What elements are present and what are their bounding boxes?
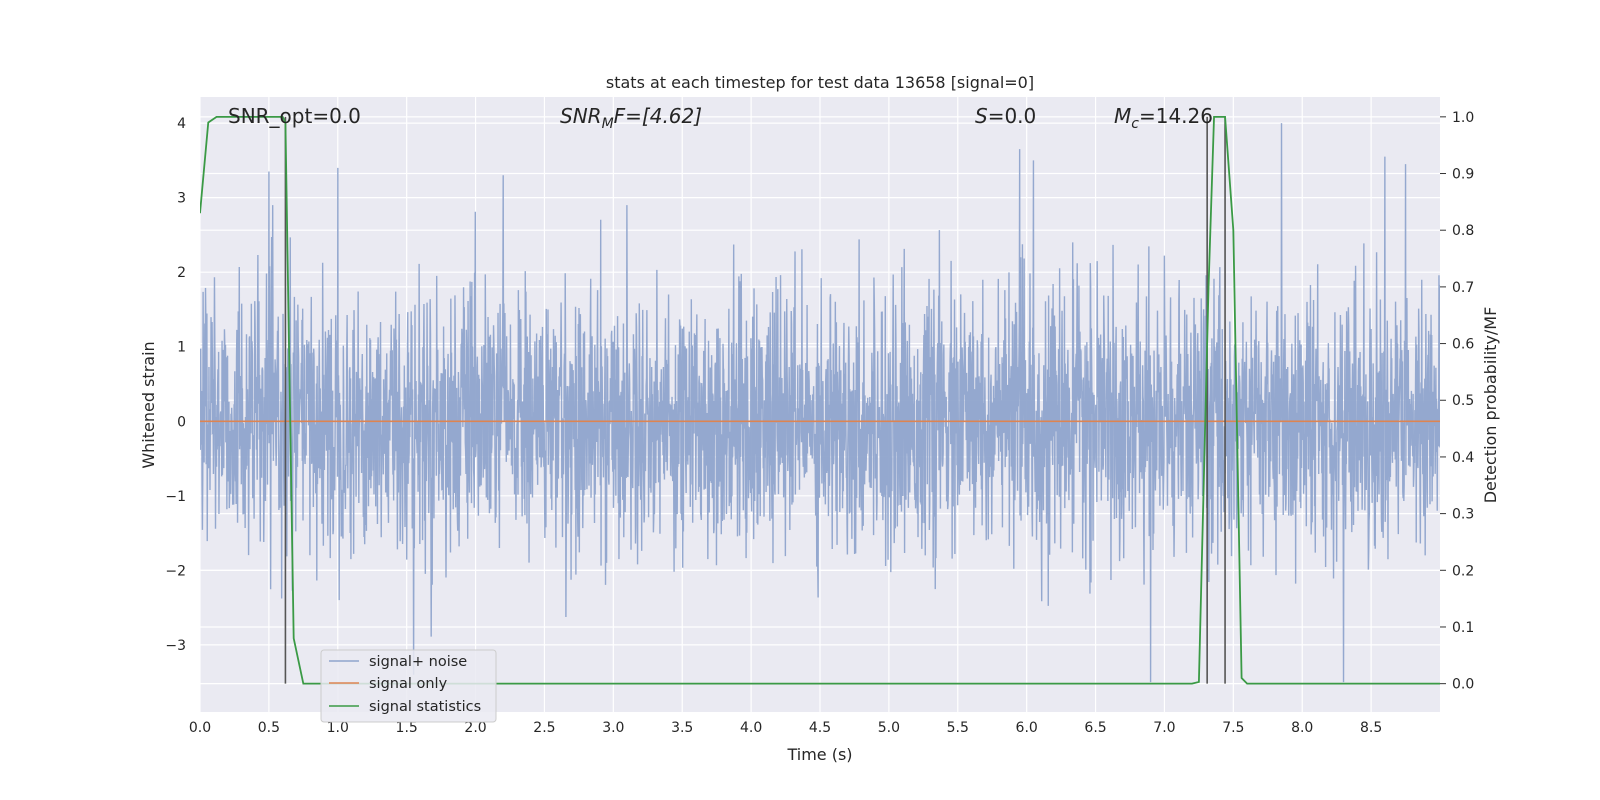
annotation-mc: Mc=14.26 — [1114, 104, 1213, 132]
legend-label-signal-only: signal only — [369, 676, 448, 692]
y2-tick-label: 1.0 — [1452, 110, 1474, 126]
y2-tick-label: 0.0 — [1452, 677, 1474, 693]
y-axis-label: Whitened strain — [139, 341, 158, 468]
y2-tick-label: 0.5 — [1452, 393, 1474, 409]
x-tick-labels: 0.0 0.5 1.0 1.5 2.0 2.5 3.0 3.5 4.0 4.5 5.0 5.5 6.0 6… — [189, 720, 1382, 736]
y-tick-label: 4 — [177, 116, 186, 132]
y2-tick-label: 0.7 — [1452, 280, 1474, 296]
y2-tick-labels: 0.0 0.1 0.2 0.3 0.4 0.5 0.6 0.7 0.8 0.9 1.0 — [1440, 110, 1474, 693]
x-tick-label: 8.5 — [1360, 720, 1382, 736]
y2-tick-label: 0.1 — [1452, 620, 1474, 636]
annotation-snr-mf-suffix: F=[4.62] — [614, 104, 702, 128]
annotation-snr-opt: SNR_opt=0.0 — [228, 104, 361, 128]
legend-label-signal-noise: signal+ noise — [369, 654, 467, 670]
x-tick-label: 5.5 — [947, 720, 969, 736]
annotation-mc-value: =14.26 — [1139, 104, 1213, 128]
x-tick-label: 8.0 — [1291, 720, 1313, 736]
series-signal-statistics-line — [200, 115, 1440, 685]
y2-tick-label: 0.9 — [1452, 167, 1474, 183]
x-tick-label: 2.0 — [464, 720, 486, 736]
y2-tick-label: 0.3 — [1452, 507, 1474, 523]
annotation-s-value: =0.0 — [988, 104, 1037, 128]
series-signal-noise-line — [200, 123, 1440, 683]
annotation-snr-mf: SNRMF=[4.62] — [560, 104, 702, 132]
y-tick-label: 0 — [177, 414, 186, 430]
x-tick-label: 3.5 — [671, 720, 693, 736]
chart-title: stats at each timestep for test data 136… — [606, 73, 1034, 92]
annotation-mc-var: M — [1114, 104, 1131, 128]
x-axis-label: Time (s) — [786, 745, 852, 764]
x-tick-label: 0.5 — [258, 720, 280, 736]
x-tick-label: 6.0 — [1016, 720, 1038, 736]
y-tick-label: −1 — [165, 489, 186, 505]
x-tick-label: 2.5 — [533, 720, 555, 736]
y-tick-label: 2 — [177, 265, 186, 281]
y-tick-label: 1 — [177, 340, 186, 356]
annotation-s: S=0.0 — [975, 104, 1036, 128]
y2-axis-label: Detection probability/MF — [1481, 307, 1500, 504]
x-tick-label: 1.0 — [327, 720, 349, 736]
y2-tick-label: 0.2 — [1452, 563, 1474, 579]
annotation-s-var: S — [975, 104, 988, 128]
y-tick-label: −2 — [165, 563, 186, 579]
y2-tick-label: 0.6 — [1452, 337, 1474, 353]
y2-tick-label: 0.8 — [1452, 223, 1474, 239]
legend-label-signal-statistics: signal statistics — [369, 699, 481, 715]
y-tick-labels: −3 −2 −1 0 1 2 3 4 — [165, 116, 186, 654]
series-layer — [200, 115, 1440, 685]
x-tick-label: 7.0 — [1153, 720, 1175, 736]
x-tick-label: 7.5 — [1222, 720, 1244, 736]
x-tick-label: 3.0 — [602, 720, 624, 736]
x-tick-label: 0.0 — [189, 720, 211, 736]
y-tick-label: 3 — [177, 191, 186, 207]
x-tick-label: 1.5 — [396, 720, 418, 736]
y2-tick-label: 0.4 — [1452, 450, 1474, 466]
legend: signal+ noise signal only signal statist… — [320, 649, 497, 723]
legend-box — [320, 649, 497, 723]
annotation-snr-mf-sub: M — [602, 116, 614, 132]
x-tick-label: 4.0 — [740, 720, 762, 736]
y-tick-label: −3 — [165, 638, 186, 654]
x-tick-label: 4.5 — [809, 720, 831, 736]
annotation-snr-mf-prefix: SNR — [560, 104, 602, 128]
x-tick-label: 6.5 — [1084, 720, 1106, 736]
annotation-mc-sub: c — [1131, 116, 1139, 132]
x-tick-label: 5.0 — [878, 720, 900, 736]
